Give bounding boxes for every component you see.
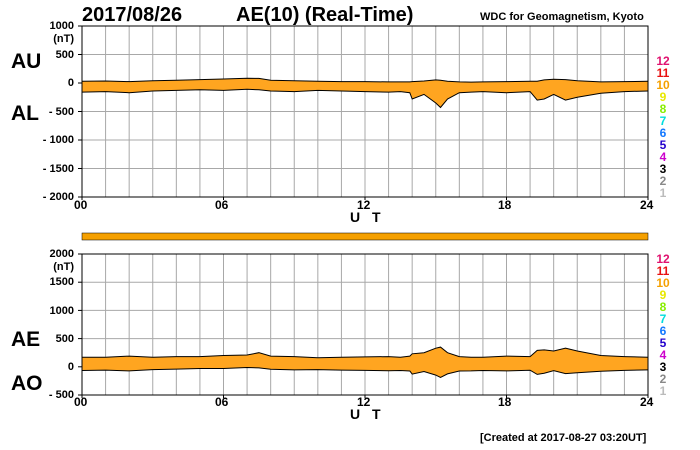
top-ytick-label: 0: [67, 77, 74, 89]
station-label: 10: [656, 78, 670, 92]
created-timestamp: [Created at 2017-08-27 03:20UT]: [480, 432, 647, 444]
top-ytick-label: - 500: [48, 106, 74, 118]
station-label: 9: [659, 288, 667, 302]
bottom-ytick-label: 2000: [49, 248, 74, 260]
bottom-xaxis-label: U T: [350, 406, 385, 422]
station-label: 12: [656, 54, 670, 68]
top-ytick-label: - 2000: [42, 191, 74, 203]
top-xaxis-label: U T: [350, 209, 385, 225]
bottom-ytick-label: 1500: [49, 276, 74, 288]
station-label: 4: [659, 150, 667, 164]
top-ytick-label: 500: [55, 49, 74, 61]
series-band-au-al: [82, 78, 648, 108]
station-label: 5: [659, 336, 667, 350]
station-label: 1: [659, 186, 667, 200]
top-xtick-label: 00: [74, 198, 88, 212]
station-label: 2: [659, 174, 667, 188]
station-label: 11: [656, 66, 670, 80]
bottom-ytick-label: 1000: [49, 305, 74, 317]
station-label: 5: [659, 138, 667, 152]
station-label: 2: [659, 372, 667, 386]
series-line-ae: [82, 346, 649, 359]
station-label: 11: [656, 264, 670, 278]
bottom-xtick-label: 18: [498, 395, 512, 409]
top-ytick-label: 1000: [49, 20, 74, 32]
station-label: 6: [659, 324, 667, 338]
bottom-xtick-label: 00: [74, 395, 88, 409]
station-label: 4: [659, 348, 667, 362]
station-label: 10: [656, 276, 670, 290]
top-ytick-label: - 1500: [42, 163, 74, 175]
series-band-ae-ao: [82, 347, 648, 378]
data-coverage-bar: [81, 232, 649, 241]
bottom-xtick-label: 24: [640, 395, 654, 409]
top-ytick-label: - 1000: [42, 134, 74, 146]
bottom-unit-label: (nT): [53, 261, 74, 273]
top-xtick-label: 24: [640, 198, 654, 212]
top-xtick-label: 12: [357, 198, 371, 212]
ae-series-label: AE: [11, 328, 41, 351]
top-xtick-label: 18: [498, 198, 512, 212]
bottom-ytick-label: 500: [55, 333, 74, 345]
chart-date: 2017/08/26: [82, 4, 183, 26]
al-series-label: AL: [11, 102, 39, 125]
station-label: 7: [659, 114, 667, 128]
station-label: 7: [659, 312, 667, 326]
station-label: 8: [659, 300, 667, 314]
series-line-al: [81, 88, 649, 109]
chart-title: AE(10) (Real-Time): [236, 4, 414, 26]
station-label: 6: [659, 126, 667, 140]
organization-label: WDC for Geomagnetism, Kyoto: [480, 11, 644, 23]
bottom-xtick-label: 12: [357, 395, 371, 409]
bottom-ytick-label: 0: [67, 361, 74, 373]
station-label: 12: [656, 252, 670, 266]
series-line-ao: [81, 366, 649, 379]
bottom-xtick-label: 06: [215, 395, 229, 409]
station-label: 3: [659, 360, 667, 374]
top-unit-label: (nT): [53, 33, 74, 45]
station-label: 3: [659, 162, 667, 176]
ao-series-label: AO: [11, 372, 43, 395]
au-series-label: AU: [11, 50, 42, 73]
station-label: 9: [659, 90, 667, 104]
bottom-ytick-label: - 500: [48, 389, 74, 401]
top-xtick-label: 06: [215, 198, 229, 212]
station-label: 8: [659, 102, 667, 116]
station-label: 1: [659, 384, 667, 398]
series-line-au: [81, 77, 649, 83]
